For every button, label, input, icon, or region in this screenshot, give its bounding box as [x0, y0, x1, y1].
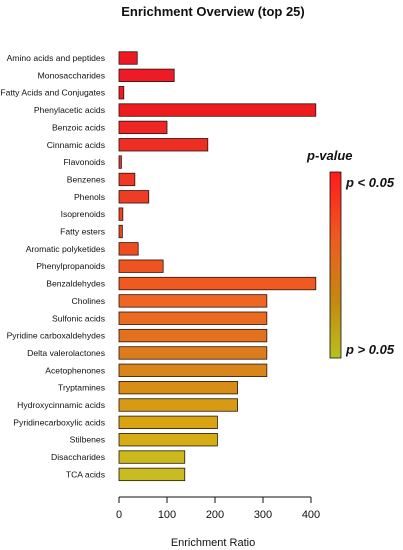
category-label: Isoprenoids — [61, 209, 105, 219]
bar — [118, 346, 268, 360]
category-label: Tryptamines — [58, 383, 105, 393]
x-tick-label: 100 — [158, 509, 176, 521]
category-label: Amino acids and peptides — [7, 53, 105, 63]
category-label: Aromatic polyketides — [26, 244, 105, 254]
bar — [118, 294, 268, 308]
category-label: Phenylacetic acids — [34, 105, 105, 115]
category-label: Disaccharides — [51, 452, 105, 462]
bar — [118, 190, 150, 204]
bar — [118, 276, 317, 291]
bar — [118, 207, 124, 221]
legend-low-label: p > 0.05 — [345, 342, 395, 357]
category-label: Cholines — [72, 296, 105, 306]
legend: p-value p < 0.05 p > 0.05 — [306, 148, 395, 359]
category-label: Benzenes — [67, 174, 105, 184]
category-label: TCA acids — [66, 469, 105, 479]
bar — [118, 68, 175, 82]
bar — [118, 103, 317, 117]
category-label: Sulfonic acids — [52, 313, 105, 323]
category-label: Cinnamic acids — [47, 140, 105, 150]
bar — [118, 51, 138, 65]
bar — [118, 311, 268, 325]
bar — [118, 120, 168, 135]
x-axis-label: Enrichment Ratio — [171, 537, 255, 549]
category-label: Fatty esters — [60, 227, 105, 237]
x-tick-label: 200 — [206, 509, 224, 521]
bar — [118, 467, 186, 482]
category-label: Stilbenes — [70, 435, 105, 445]
bar — [118, 155, 122, 169]
x-tick-label: 300 — [254, 509, 272, 521]
x-tick-label: 0 — [116, 509, 122, 521]
bar — [118, 433, 218, 447]
category-label: Acetophenones — [45, 365, 105, 375]
chart-title: Enrichment Overview (top 25) — [121, 4, 305, 19]
category-label: Flavonoids — [63, 157, 105, 167]
bar — [118, 172, 136, 187]
legend-gradient-bar — [329, 171, 342, 359]
bar — [118, 224, 123, 239]
category-label: Fatty Acids and Conjugates — [0, 88, 105, 98]
bar — [118, 242, 139, 256]
category-label: Phenols — [74, 192, 105, 202]
bar — [118, 415, 218, 430]
bar — [118, 328, 268, 343]
legend-high-label: p < 0.05 — [345, 175, 395, 190]
category-label: Delta valerolactones — [27, 348, 105, 358]
legend-title: p-value — [306, 148, 353, 163]
category-label: Pyridine carboxaldehydes — [7, 331, 105, 341]
x-tick-label: 400 — [302, 509, 320, 521]
bar — [118, 138, 209, 152]
bar — [118, 86, 125, 100]
category-labels: Amino acids and peptides Monosaccharides F… — [0, 53, 105, 479]
category-label: Hydroxycinnamic acids — [17, 400, 105, 410]
category-label: Phenylpropanoids — [36, 261, 105, 271]
category-label: Benzoic acids — [52, 122, 105, 132]
category-label: Monosaccharides — [38, 70, 105, 80]
bar — [118, 380, 238, 395]
bar — [118, 398, 238, 412]
bar — [118, 363, 268, 377]
x-axis: 0 100 200 300 400 — [116, 496, 320, 521]
bars-group — [118, 51, 317, 482]
bar — [118, 259, 164, 273]
category-label: Benzaldehydes — [46, 279, 105, 289]
category-label: Pyridinecarboxylic acids — [13, 417, 105, 427]
bar — [118, 450, 186, 464]
